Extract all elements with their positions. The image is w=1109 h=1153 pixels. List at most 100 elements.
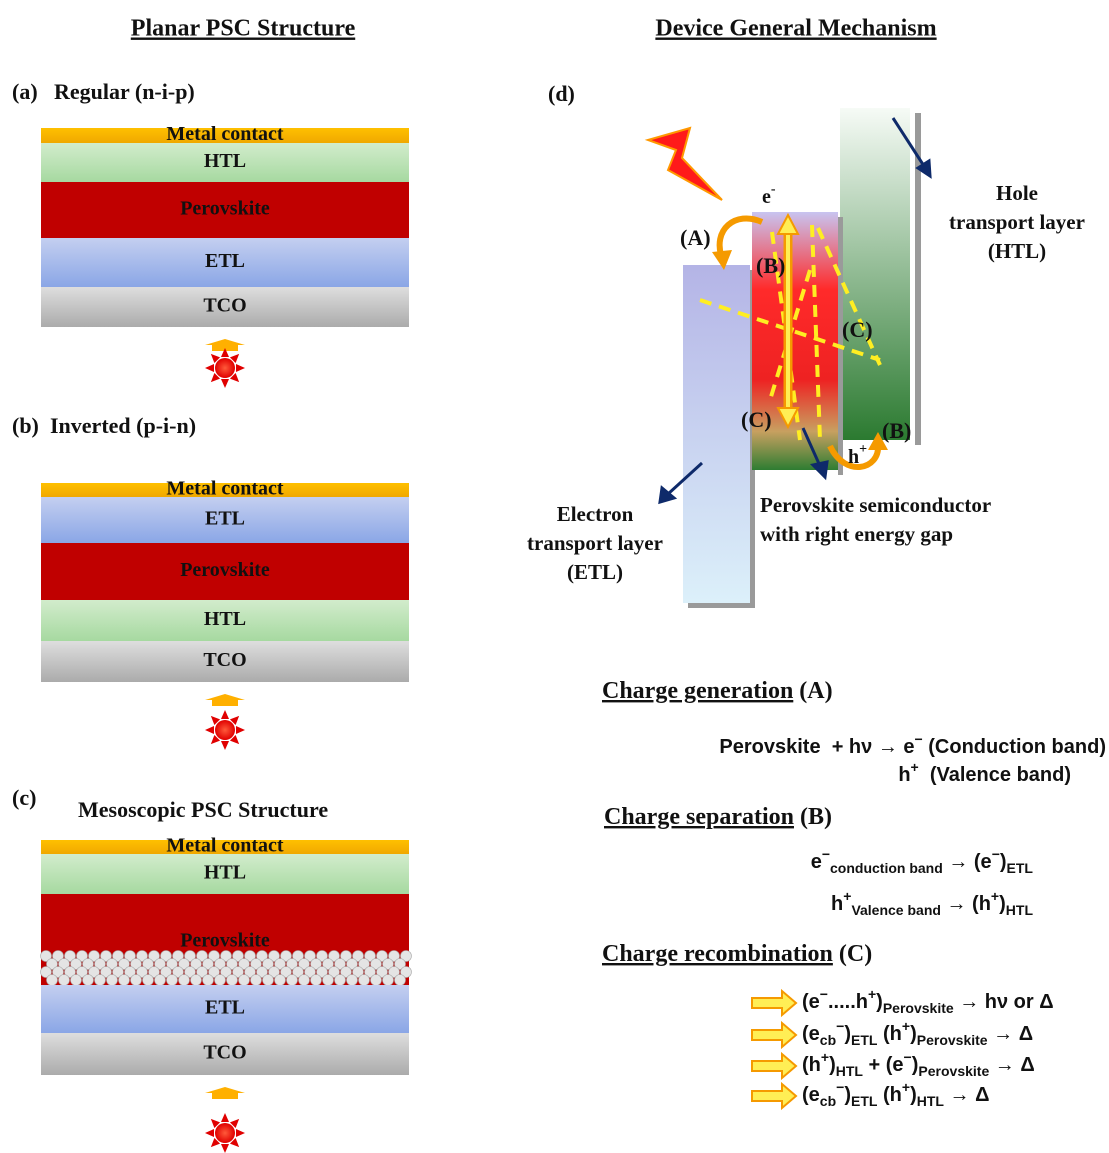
- formula-part: ETL: [851, 1093, 878, 1109]
- formula-part: conduction band: [830, 860, 943, 876]
- formula-part: (e: [802, 991, 820, 1013]
- formula-part: → Δ: [989, 1054, 1035, 1076]
- nanoparticle: [184, 950, 196, 962]
- nanoparticle: [268, 950, 280, 962]
- formula-part: −: [822, 846, 830, 862]
- nanoparticle: [376, 950, 388, 962]
- nanoparticle: [130, 958, 142, 970]
- light-bolt: [644, 126, 723, 201]
- right-title: Device General Mechanism: [655, 16, 936, 42]
- nanoparticle: [208, 966, 220, 978]
- sun: [215, 1123, 235, 1143]
- formula-part: +: [821, 1049, 829, 1065]
- nanoparticle: [118, 958, 130, 970]
- formula-part: +: [902, 1018, 910, 1034]
- nanoparticle: [346, 974, 358, 986]
- formula: h+ (Valence band): [898, 759, 1071, 787]
- nanoparticle: [280, 950, 292, 962]
- formula-part: +: [859, 442, 867, 457]
- formula-part: HTL: [836, 1063, 864, 1079]
- nanoparticle: [232, 966, 244, 978]
- nanoparticle: [394, 974, 406, 986]
- nanoparticle: [136, 950, 148, 962]
- nanoparticle: [298, 958, 310, 970]
- formula-part: ): [844, 1023, 851, 1045]
- layer-label: HTL: [204, 150, 246, 172]
- nanoparticle: [124, 950, 136, 962]
- nanoparticle: [178, 974, 190, 986]
- formula-part: Perovskite: [917, 1032, 988, 1048]
- layer: [41, 497, 409, 543]
- nanoparticle: [238, 958, 250, 970]
- nanoparticle: [76, 966, 88, 978]
- layer-label: ETL: [205, 508, 245, 530]
- nanoparticle: [250, 974, 262, 986]
- nanoparticle: [94, 958, 106, 970]
- nanoparticle: [250, 958, 262, 970]
- nanoparticle: [328, 966, 340, 978]
- layer-label: TCO: [203, 295, 246, 317]
- nanoparticle: [190, 958, 202, 970]
- formula-part: e: [811, 851, 822, 873]
- htl-bar: [840, 108, 910, 440]
- nanoparticle: [364, 950, 376, 962]
- nanoparticle: [340, 966, 352, 978]
- formula-part: + (e: [863, 1054, 904, 1076]
- sun-ray: [229, 372, 240, 383]
- layer-label: Metal contact: [166, 478, 284, 500]
- formula-part: +: [868, 986, 876, 1002]
- nanoparticle: [142, 974, 154, 986]
- section-tag: (B): [800, 804, 832, 830]
- layer-label: Perovskite: [180, 559, 270, 581]
- nanoparticle: [160, 966, 172, 978]
- sun-ray: [210, 734, 221, 745]
- formula-part: ): [912, 1054, 919, 1076]
- formula-part: ): [910, 1084, 917, 1106]
- mechanism-mark: (C): [741, 407, 772, 432]
- nanoparticle: [262, 974, 274, 986]
- nanoparticle: [106, 974, 118, 986]
- nanoparticle: [400, 966, 412, 978]
- nanoparticle: [316, 950, 328, 962]
- nanoparticle: [358, 974, 370, 986]
- nanoparticle: [268, 966, 280, 978]
- nanoparticle: [130, 974, 142, 986]
- formula-part: −: [820, 986, 828, 1002]
- formula-part: (Conduction band): [923, 736, 1106, 758]
- htl-label: (HTL): [988, 239, 1046, 263]
- nanoparticle: [346, 958, 358, 970]
- formula-part: (h: [802, 1054, 821, 1076]
- layer-label: TCO: [203, 649, 246, 671]
- nanoparticle: [358, 958, 370, 970]
- light-arrow: [205, 1087, 245, 1099]
- nanoparticle: [220, 950, 232, 962]
- nanoparticle: [352, 950, 364, 962]
- sun-ray: [229, 1118, 240, 1129]
- formula-part: +: [911, 759, 919, 775]
- formula: (e−.....h+)Perovskite → hν or Δ: [802, 986, 1054, 1016]
- arrow-head: [712, 250, 732, 270]
- formula: (h+)HTL + (e−)Perovskite → Δ: [802, 1049, 1035, 1079]
- nanoparticle: [322, 958, 334, 970]
- nanoparticle: [112, 950, 124, 962]
- nanoparticle: [40, 966, 52, 978]
- layer-label: Metal contact: [166, 835, 284, 857]
- layer: [41, 182, 409, 238]
- perovskite-label: with right energy gap: [760, 522, 953, 546]
- nanoparticle: [208, 950, 220, 962]
- nanoparticle: [190, 974, 202, 986]
- nanoparticle: [304, 966, 316, 978]
- nanoparticle: [256, 950, 268, 962]
- nanoparticle: [100, 966, 112, 978]
- nanoparticle: [58, 958, 70, 970]
- formula-part: Valence band: [851, 902, 940, 918]
- section-tag: (A): [799, 678, 832, 704]
- htl-label: Hole: [996, 181, 1038, 205]
- nanoparticle: [94, 974, 106, 986]
- nanoparticle: [244, 950, 256, 962]
- nanoparticle: [202, 974, 214, 986]
- formula: h+Valence band → (h+)HTL: [831, 888, 1033, 918]
- sun-ray: [205, 1129, 214, 1137]
- formula-part: ETL: [1007, 860, 1034, 876]
